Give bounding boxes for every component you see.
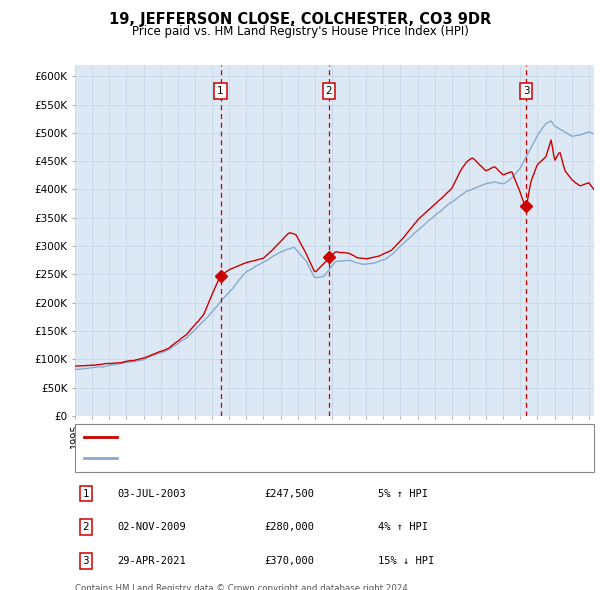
- Text: Price paid vs. HM Land Registry's House Price Index (HPI): Price paid vs. HM Land Registry's House …: [131, 25, 469, 38]
- Text: £370,000: £370,000: [264, 556, 314, 566]
- Text: £280,000: £280,000: [264, 522, 314, 532]
- Text: 29-APR-2021: 29-APR-2021: [117, 556, 186, 566]
- Text: 15% ↓ HPI: 15% ↓ HPI: [378, 556, 434, 566]
- Text: 2: 2: [326, 86, 332, 96]
- Text: 03-JUL-2003: 03-JUL-2003: [117, 489, 186, 499]
- Text: 1: 1: [82, 489, 89, 499]
- Text: 3: 3: [82, 556, 89, 566]
- Text: 19, JEFFERSON CLOSE, COLCHESTER, CO3 9DR: 19, JEFFERSON CLOSE, COLCHESTER, CO3 9DR: [109, 12, 491, 27]
- Text: 19, JEFFERSON CLOSE, COLCHESTER, CO3 9DR (detached house): 19, JEFFERSON CLOSE, COLCHESTER, CO3 9DR…: [122, 432, 461, 442]
- Text: 5% ↑ HPI: 5% ↑ HPI: [378, 489, 428, 499]
- Text: £247,500: £247,500: [264, 489, 314, 499]
- Text: HPI: Average price, detached house, Colchester: HPI: Average price, detached house, Colc…: [122, 454, 371, 464]
- Text: 1: 1: [217, 86, 224, 96]
- Text: 3: 3: [523, 86, 529, 96]
- Text: 02-NOV-2009: 02-NOV-2009: [117, 522, 186, 532]
- Text: 4% ↑ HPI: 4% ↑ HPI: [378, 522, 428, 532]
- Text: 2: 2: [82, 522, 89, 532]
- Text: Contains HM Land Registry data © Crown copyright and database right 2024.: Contains HM Land Registry data © Crown c…: [75, 584, 410, 590]
